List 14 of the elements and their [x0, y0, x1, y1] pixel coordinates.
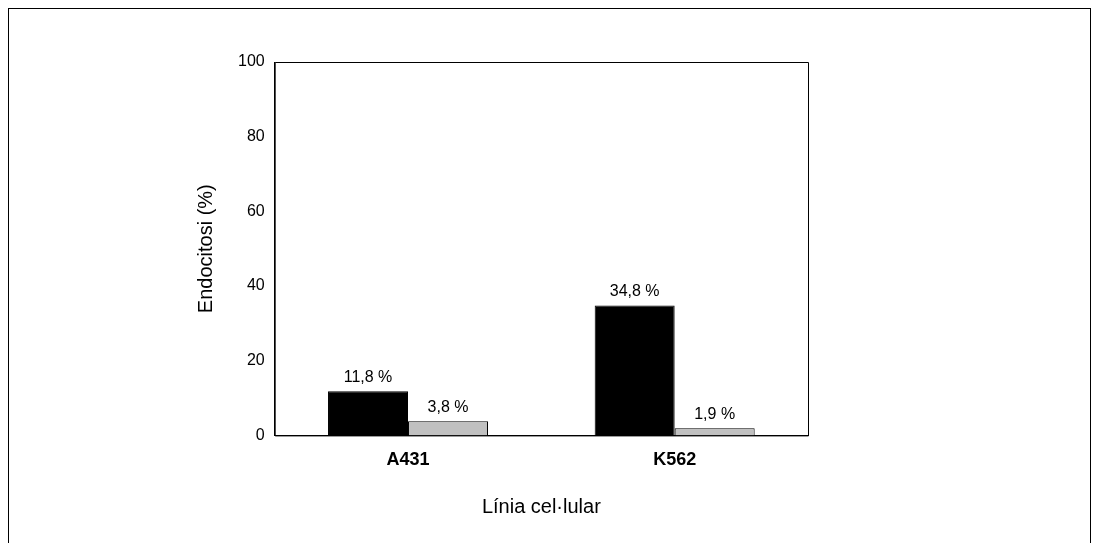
x-tick-label: K562: [653, 449, 697, 470]
y-tick-label: 60: [246, 201, 265, 219]
y-axis-title: Endocitosi (%): [193, 184, 216, 314]
data-label: 3,8 %: [427, 397, 469, 415]
y-tick-label: 40: [246, 276, 265, 294]
x-tick-label: A431: [386, 449, 430, 470]
data-label: 11,8 %: [343, 367, 393, 385]
y-tick-label: 20: [246, 351, 265, 369]
data-label: 34,8 %: [609, 281, 660, 299]
x-axis-title: Línia cel·lular: [481, 494, 602, 517]
y-tick-label: 0: [255, 425, 265, 443]
data-label: 1,9 %: [694, 404, 736, 422]
y-tick-label: 80: [246, 127, 265, 145]
y-tick-label: 100: [237, 52, 265, 70]
